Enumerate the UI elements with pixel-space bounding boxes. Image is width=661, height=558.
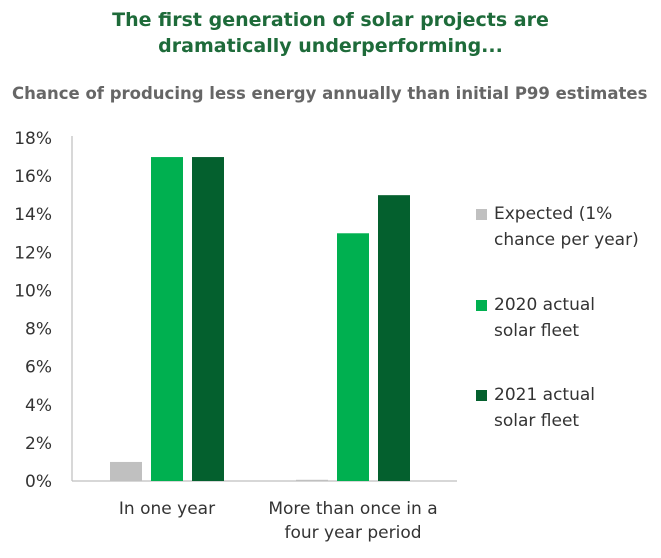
x-category-label: More than once in a [268, 499, 437, 519]
legend-label-line: chance per year) [494, 230, 639, 250]
legend-label-line: solar fleet [494, 411, 580, 431]
bar [151, 157, 183, 482]
chart-subtitle: Chance of producing less energy annually… [12, 84, 648, 103]
y-tick-label: 10% [14, 281, 52, 301]
legend-label-line: 2020 actual [494, 295, 596, 315]
y-tick-label: 6% [25, 358, 52, 378]
x-category-label: four year period [284, 523, 421, 543]
bar [337, 233, 369, 481]
legend-label: 2020 actual solar fleet [494, 292, 654, 344]
legend-label-line: Expected (1% [494, 204, 613, 224]
y-tick-label: 12% [14, 243, 52, 263]
y-tick-label: 2% [25, 434, 52, 454]
chart-title: The first generation of solar projects a… [0, 7, 661, 59]
bar [192, 157, 224, 482]
legend-label: 2021 actual solar fleet [494, 382, 654, 434]
legend-swatch [476, 300, 487, 311]
bar [110, 461, 142, 481]
legend-swatch [476, 209, 487, 220]
y-tick-label: 14% [14, 205, 52, 225]
legend-label: Expected (1% chance per year) [494, 201, 654, 253]
bar [296, 479, 328, 481]
chart-title-line-2: dramatically underperforming... [158, 35, 503, 57]
bar [378, 195, 410, 481]
y-tick-label: 18% [14, 129, 52, 149]
y-tick-label: 16% [14, 167, 52, 187]
y-tick-label: 0% [25, 472, 52, 492]
legend-label-line: 2021 actual [494, 385, 596, 405]
y-tick-label: 4% [25, 396, 52, 416]
legend-label-line: solar fleet [494, 321, 580, 341]
chart-title-line-1: The first generation of solar projects a… [112, 9, 549, 31]
x-category-label: In one year [119, 499, 215, 519]
legend-swatch [476, 390, 487, 401]
y-tick-label: 8% [25, 320, 52, 340]
